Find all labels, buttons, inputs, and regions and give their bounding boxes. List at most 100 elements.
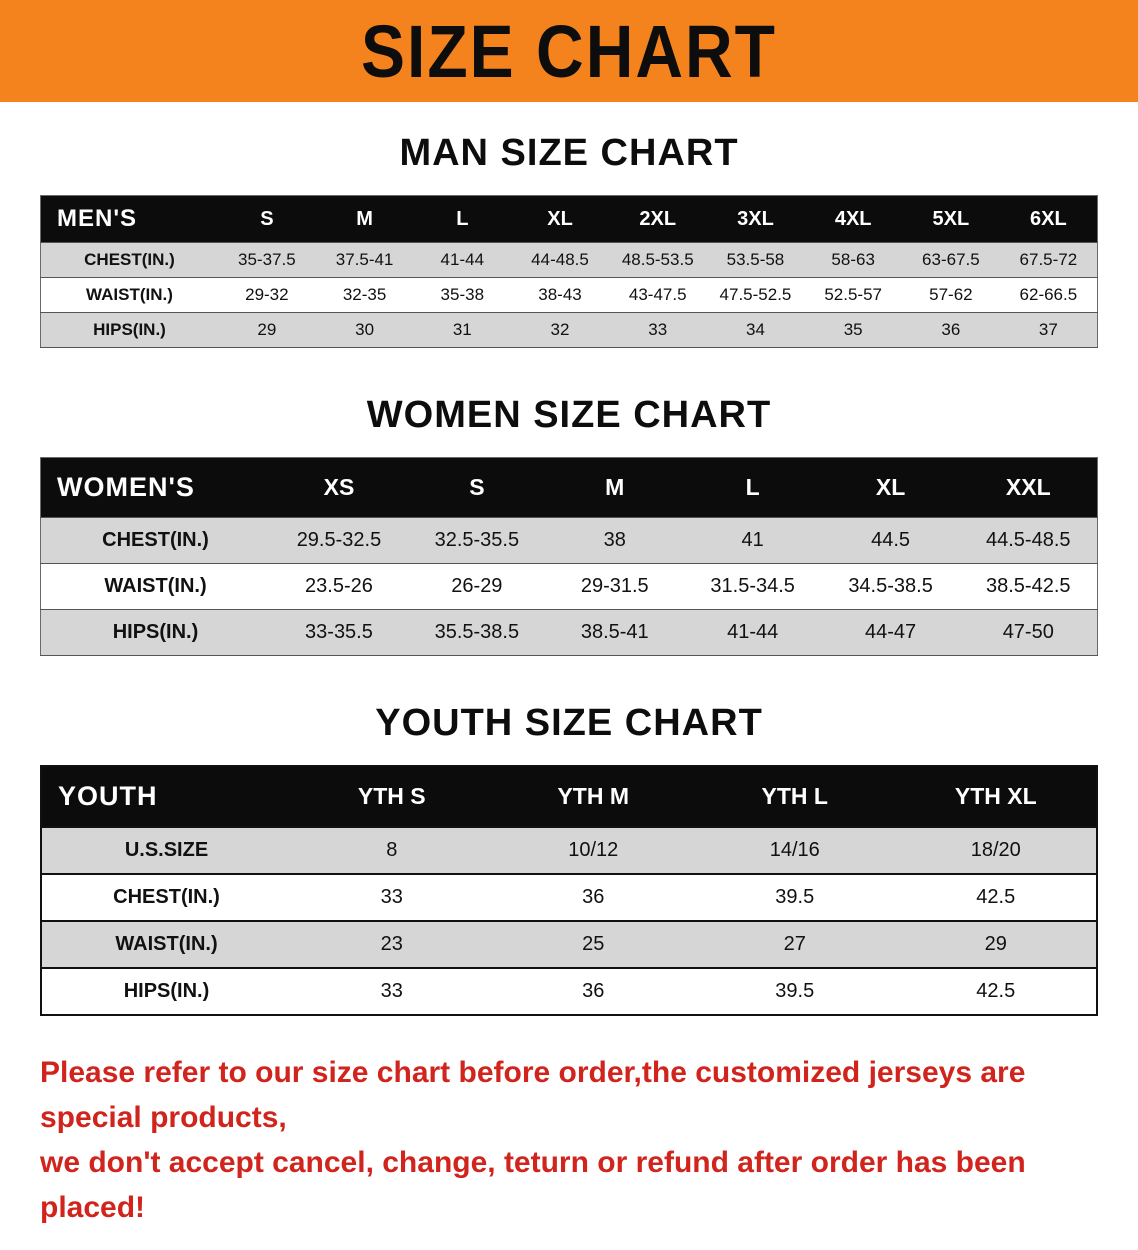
size-value: 37.5-41 — [335, 250, 394, 269]
size-value: 42.5 — [976, 886, 1016, 908]
size-value: 47-50 — [1002, 621, 1054, 643]
size-col-header: YTH S — [357, 783, 426, 809]
size-value: 37 — [1038, 320, 1058, 339]
size-value: 30 — [355, 320, 375, 339]
size-value: 38 — [603, 529, 626, 551]
size-value: 25 — [582, 933, 605, 955]
size-value: 35-37.5 — [238, 250, 296, 269]
size-value: 33-35.5 — [305, 621, 373, 643]
size-value: 29 — [257, 320, 277, 339]
disclaimer-line-2: we don't accept cancel, change, teturn o… — [40, 1146, 1026, 1224]
size-value: 41-44 — [727, 621, 779, 643]
size-value: 8 — [386, 839, 398, 861]
row-label: HIPS(IN.) — [112, 621, 199, 643]
women-size-table: WOMEN'S XS S M L XL XXL CHEST(IN.) 29.5-… — [40, 457, 1098, 656]
size-value: 58-63 — [831, 250, 875, 269]
size-value: 38-43 — [538, 285, 582, 304]
size-col-header: YTH M — [557, 783, 630, 809]
size-col-header: L — [456, 207, 469, 230]
size-value: 31.5-34.5 — [710, 575, 795, 597]
size-value: 44.5-48.5 — [986, 529, 1071, 551]
size-value: 10/12 — [568, 839, 619, 861]
size-value: 36 — [941, 320, 961, 339]
size-value: 35.5-38.5 — [434, 621, 520, 643]
men-size-table: MEN'S S M L XL 2XL 3XL 4XL 5XL 6XL CHEST… — [40, 195, 1098, 348]
youth-header-label: YOUTH — [58, 781, 158, 811]
men-chest-row: CHEST(IN.) 35-37.5 37.5-41 41-44 44-48.5… — [40, 242, 1098, 278]
size-value: 23 — [380, 933, 403, 955]
size-value: 33 — [380, 980, 403, 1002]
size-value: 42.5 — [976, 980, 1016, 1002]
youth-size-table: YOUTH YTH S YTH M YTH L YTH XL U.S.SIZE … — [40, 765, 1098, 1016]
size-value: 48.5-53.5 — [621, 250, 694, 269]
row-label: CHEST(IN.) — [84, 250, 175, 269]
row-label: WAIST(IN.) — [86, 285, 173, 304]
row-label: WAIST(IN.) — [104, 575, 207, 597]
size-col-header: 5XL — [932, 207, 970, 230]
size-value: 23.5-26 — [305, 575, 373, 597]
row-label: WAIST(IN.) — [115, 933, 218, 955]
size-value: 39.5 — [775, 886, 815, 908]
size-value: 18/20 — [970, 839, 1021, 861]
size-value: 57-62 — [929, 285, 973, 304]
youth-header-row: YOUTH YTH S YTH M YTH L YTH XL — [41, 766, 1097, 827]
size-col-header: 6XL — [1030, 207, 1067, 230]
size-value: 29-31.5 — [580, 575, 649, 597]
size-value: 36 — [582, 980, 605, 1002]
men-waist-row: WAIST(IN.) 29-32 32-35 35-38 38-43 43-47… — [40, 277, 1098, 313]
men-hips-row: HIPS(IN.) 29 30 31 32 33 34 35 36 37 — [40, 312, 1098, 348]
size-value: 38.5-42.5 — [986, 575, 1071, 597]
size-value: 62-66.5 — [1019, 285, 1078, 304]
men-header-row: MEN'S S M L XL 2XL 3XL 4XL 5XL 6XL — [40, 195, 1098, 243]
size-value: 33 — [380, 886, 403, 908]
size-value: 27 — [783, 933, 806, 955]
size-value: 35 — [843, 320, 863, 339]
size-value: 26-29 — [451, 575, 503, 597]
men-header-label: MEN'S — [57, 205, 138, 232]
disclaimer-line-1: Please refer to our size chart before or… — [40, 1056, 1026, 1134]
size-value: 33 — [648, 320, 668, 339]
row-label: CHEST(IN.) — [102, 529, 209, 551]
size-value: 63-67.5 — [922, 250, 980, 269]
women-section-title: WOMEN SIZE CHART — [366, 394, 772, 436]
women-hips-row: HIPS(IN.) 33-35.5 35.5-38.5 38.5-41 41-4… — [40, 609, 1098, 656]
size-col-header: S — [260, 207, 274, 230]
size-col-header: XL — [875, 474, 906, 500]
size-col-header: YTH L — [761, 783, 828, 809]
size-col-header: M — [605, 474, 625, 500]
size-value: 34 — [745, 320, 765, 339]
size-chart-banner: SIZE CHART — [0, 0, 1138, 102]
size-col-header: XS — [323, 474, 355, 500]
size-col-header: YTH XL — [954, 783, 1037, 809]
size-value: 53.5-58 — [726, 250, 785, 269]
banner-title: SIZE CHART — [361, 9, 777, 93]
size-value: 41 — [741, 529, 764, 551]
size-value: 32 — [550, 320, 570, 339]
size-value: 67.5-72 — [1019, 250, 1078, 269]
size-value: 44-48.5 — [531, 250, 589, 269]
size-col-header: 3XL — [737, 207, 774, 230]
size-value: 43-47.5 — [628, 285, 687, 304]
size-value: 32-35 — [342, 285, 387, 304]
size-value: 47.5-52.5 — [719, 285, 792, 304]
size-value: 36 — [582, 886, 605, 908]
size-col-header: S — [469, 474, 485, 500]
size-value: 39.5 — [775, 980, 815, 1002]
women-header-label: WOMEN'S — [57, 472, 195, 502]
size-value: 32.5-35.5 — [434, 529, 520, 551]
size-value: 29.5-32.5 — [296, 529, 382, 551]
size-value: 44-47 — [865, 621, 917, 643]
size-col-header: 2XL — [639, 207, 677, 230]
youth-hips-row: HIPS(IN.) 33 36 39.5 42.5 — [41, 968, 1097, 1015]
row-label: U.S.SIZE — [124, 839, 209, 861]
size-value: 41-44 — [440, 250, 485, 269]
row-label: HIPS(IN.) — [123, 980, 210, 1002]
size-value: 14/16 — [769, 839, 820, 861]
women-chest-row: CHEST(IN.) 29.5-32.5 32.5-35.5 38 41 44.… — [40, 517, 1098, 564]
women-waist-row: WAIST(IN.) 23.5-26 26-29 29-31.5 31.5-34… — [40, 563, 1098, 610]
size-value: 35-38 — [440, 285, 485, 304]
size-value: 44.5 — [871, 529, 911, 551]
size-col-header: M — [356, 207, 373, 230]
size-value: 29-32 — [245, 285, 289, 304]
